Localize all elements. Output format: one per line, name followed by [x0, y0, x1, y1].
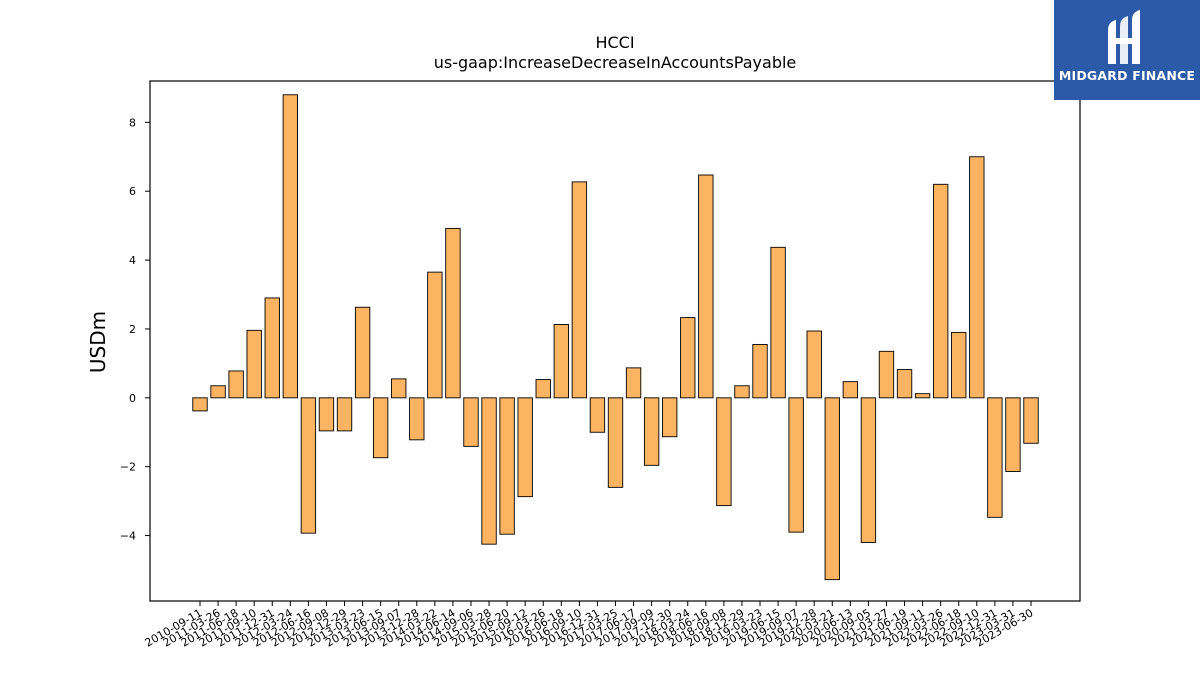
- bar-2016-03-26: [535, 379, 551, 399]
- bar-2014-03-22: [427, 271, 443, 399]
- y-tick-label: 6: [129, 185, 136, 198]
- bar-2023-06-30: [1023, 397, 1039, 444]
- bar-2015-09-12: [517, 397, 533, 498]
- bar-2014-06-14: [445, 227, 461, 399]
- bar-2011-03-26: [210, 385, 226, 399]
- bar-2017-12-30: [662, 397, 678, 438]
- logo-text: MIDGARD FINANCE: [1058, 68, 1196, 83]
- logo-mark-icon: [1108, 10, 1140, 64]
- bar-2022-06-18: [951, 331, 967, 399]
- y-tick-label: −2: [120, 461, 136, 474]
- bar-2021-06-19: [896, 369, 913, 399]
- bar-2022-03-26: [932, 183, 949, 399]
- bar-2011-12-31: [264, 297, 280, 399]
- y-tick-label: 2: [129, 323, 136, 336]
- bar-2017-09-09: [643, 397, 660, 466]
- bar-2023-03-31: [1005, 397, 1021, 472]
- bar-2016-06-18: [553, 324, 569, 399]
- bar-2018-06-16: [698, 174, 714, 399]
- bar-2014-09-06: [463, 397, 479, 447]
- bar-2015-03-28: [481, 397, 497, 545]
- bar-2021-03-27: [878, 350, 895, 399]
- x-axis: 2010-09-112011-03-262011-06-182011-09-10…: [143, 601, 1036, 650]
- bar-2017-06-17: [625, 367, 642, 399]
- chart-subtitle: us-gaap:IncreaseDecreaseInAccountsPayabl…: [434, 53, 797, 72]
- bar-2020-09-05: [860, 397, 877, 543]
- plot-frame: [149, 80, 1081, 602]
- bar-2019-09-07: [788, 397, 804, 533]
- bar-2019-06-15: [770, 246, 786, 399]
- bar-2011-06-18: [228, 370, 244, 399]
- bar-2019-03-23: [752, 343, 768, 399]
- bar-2015-06-20: [499, 397, 515, 535]
- bar-2020-03-21: [824, 397, 840, 581]
- bar-2012-12-29: [336, 397, 353, 432]
- bar-2011-09-10: [246, 329, 262, 399]
- bar-2016-09-10: [571, 181, 588, 399]
- bar-2012-03-24: [282, 94, 299, 399]
- y-tick-label: 8: [129, 116, 136, 129]
- y-axis: −4 −2 0 2 4 6 8: [120, 116, 150, 543]
- bars-group: [192, 94, 1039, 581]
- bar-2018-09-08: [716, 397, 732, 507]
- bar-2012-06-16: [300, 397, 317, 534]
- bar-2018-03-24: [680, 317, 696, 399]
- bar-2018-12-29: [734, 385, 750, 399]
- bar-2013-12-28: [409, 397, 425, 441]
- bar-2022-09-10: [969, 156, 985, 399]
- y-tick-label: 4: [129, 254, 136, 267]
- bar-2010-09-11: [192, 397, 208, 412]
- chart-title: HCCI: [595, 33, 634, 52]
- brand-logo: MIDGARD FINANCE: [1054, 0, 1200, 100]
- bar-2020-06-13: [842, 381, 859, 399]
- bar-2017-03-25: [607, 397, 624, 488]
- bar-2013-06-15: [372, 397, 389, 459]
- bar-2013-03-23: [354, 306, 371, 399]
- bar-2021-09-11: [914, 393, 931, 399]
- bar-2016-12-31: [589, 397, 606, 433]
- y-axis-label: USDm: [86, 311, 110, 373]
- bar-2013-09-07: [391, 378, 407, 399]
- bar-2012-09-08: [318, 397, 335, 432]
- bar-2022-12-31: [987, 397, 1003, 518]
- bar-2019-12-28: [806, 330, 822, 399]
- y-tick-label: 0: [129, 392, 136, 405]
- y-tick-label: −4: [120, 530, 136, 543]
